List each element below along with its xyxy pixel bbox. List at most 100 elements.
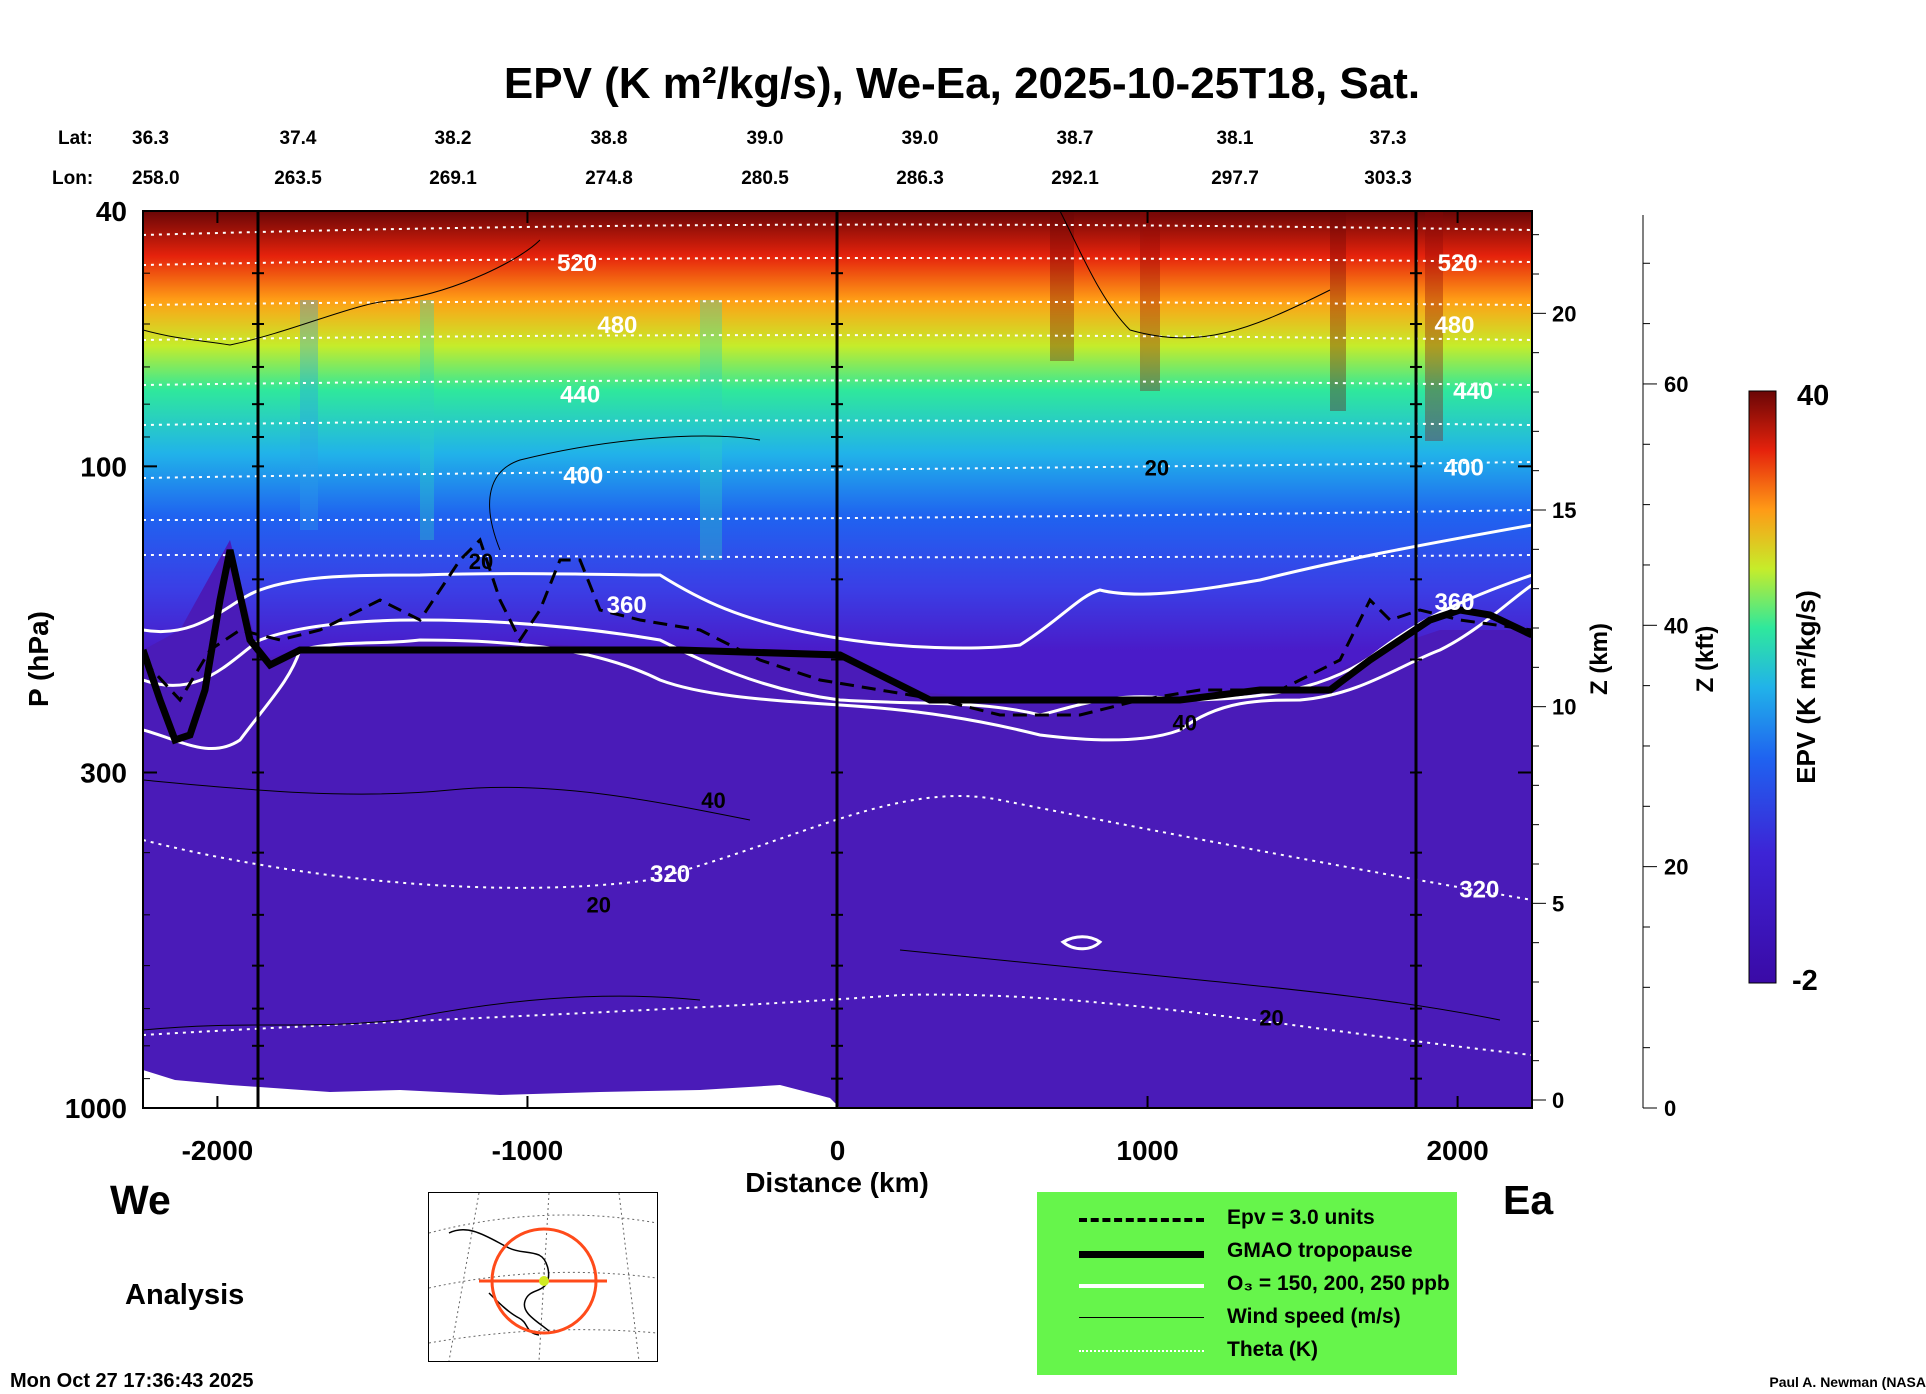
credit: Paul A. Newman (NASA: [1769, 1374, 1926, 1390]
center-marker: [539, 1276, 549, 1286]
theta-line: [143, 509, 1532, 521]
z-km-tick-label: 5: [1552, 891, 1564, 916]
lat-values: 36.3 37.4 38.2 38.8 39.0 39.0 38.7 38.1 37.3: [132, 128, 1406, 149]
z-km-label: Z (km): [1586, 623, 1613, 695]
z-km-tick-label: 0: [1552, 1088, 1564, 1113]
lon-value: 269.1: [429, 168, 477, 189]
tropopause-line-swatch: [1079, 1251, 1204, 1258]
theta-label: 360: [1434, 589, 1474, 616]
surface-mask: [143, 1070, 840, 1108]
theta-line: [143, 993, 1532, 1056]
epv-streaks: [300, 211, 1443, 560]
contour-labels: 520 480 440 400 360 320 520 480 440 400 360 320 20 20…: [469, 250, 1500, 1031]
y-axis: 1000 300 100 40: [65, 196, 1532, 1124]
epv-3-contour: [143, 537, 1532, 717]
lat-value: 38.1: [1217, 128, 1254, 149]
z-kft-tick-label: 20: [1664, 855, 1688, 880]
legend-box: Epv = 3.0 units GMAO tropopause O₃ = 150, …: [1037, 1192, 1457, 1375]
lon-value: 258.0: [132, 168, 180, 189]
colorbar-min: -2: [1792, 965, 1818, 997]
theta-label: 360: [607, 592, 647, 619]
z-kft-tick-label: 40: [1664, 613, 1688, 638]
theta-label: 480: [1434, 312, 1474, 339]
wind-line: [143, 779, 751, 821]
theta-label: 520: [557, 250, 597, 277]
theta-label: 440: [560, 382, 600, 409]
lon-value: 303.3: [1364, 168, 1412, 189]
z-kft-axis: 0 20 40 60: [1642, 215, 1688, 1121]
theta-line: [143, 379, 1532, 386]
theta-contours: [143, 223, 1532, 1056]
wind-line: [489, 435, 761, 551]
theta-line: [143, 300, 1532, 306]
lon-value: 280.5: [741, 168, 789, 189]
analysis-label: Analysis: [125, 1279, 244, 1311]
west-label: We: [110, 1177, 171, 1223]
wind-label: 20: [469, 549, 493, 574]
lat-value: 38.8: [591, 128, 628, 149]
theta-line: [143, 795, 1532, 901]
theta-line: [143, 461, 1532, 479]
ozone-line-swatch: [1079, 1284, 1204, 1288]
x-tick-label: 2000: [1426, 1135, 1488, 1166]
ozone-line-label: O₃ = 150, 200, 250 ppb: [1227, 1272, 1450, 1295]
tropopause-line-label: GMAO tropopause: [1227, 1239, 1413, 1262]
theta-label: 400: [563, 463, 603, 490]
z-km-tick-label: 10: [1552, 695, 1576, 720]
theta-label: 480: [597, 312, 637, 339]
theta-line: [143, 223, 1532, 236]
colorbar-label: EPV (K m²/kg/s): [1791, 590, 1821, 784]
theta-label: 440: [1453, 378, 1493, 405]
lat-value: 38.7: [1057, 128, 1094, 149]
theta-label: 400: [1444, 454, 1484, 481]
lat-value: 39.0: [902, 128, 939, 149]
lat-value: 37.4: [280, 128, 317, 149]
wind-line-label: Wind speed (m/s): [1227, 1305, 1401, 1328]
wind-line: [143, 995, 701, 1031]
x-tick-label: 0: [830, 1135, 846, 1166]
z-km-axis: 0 5 10 15 20: [1531, 215, 1576, 1113]
lon-value: 297.7: [1211, 168, 1259, 189]
theta-line: [143, 334, 1532, 341]
theta-line: [143, 257, 1532, 266]
colorbar-max: 40: [1797, 380, 1829, 412]
lat-value: 37.3: [1370, 128, 1407, 149]
z-kft-tick-label: 60: [1664, 372, 1688, 397]
legend-item-wind-line: Wind speed (m/s): [1037, 1303, 1457, 1333]
z-kft-label: Z (kft): [1692, 626, 1719, 693]
z-km-tick-label: 20: [1552, 301, 1576, 326]
theta-line: [143, 419, 1532, 426]
inset-map: [428, 1192, 658, 1362]
legend-item-epv-line: Epv = 3.0 units: [1037, 1204, 1457, 1234]
y-tick-label: 1000: [65, 1093, 127, 1124]
theta-line-label: Theta (K): [1227, 1338, 1318, 1361]
x-axis-label: Distance (km): [745, 1167, 929, 1198]
x-tick-label: -1000: [492, 1135, 564, 1166]
lon-label: Lon:: [52, 168, 93, 189]
theta-line-swatch: [1079, 1350, 1204, 1352]
gmao-tropopause: [143, 549, 1532, 745]
x-tick-label: -2000: [182, 1135, 254, 1166]
x-axis: -2000 -1000 0 1000 2000: [182, 211, 1489, 1166]
legend-item-ozone-line: O₃ = 150, 200, 250 ppb: [1037, 1270, 1457, 1300]
wind-label: 20: [1145, 455, 1169, 480]
small-ozone-loop: [1060, 935, 1103, 951]
epv-line-swatch: [1079, 1218, 1204, 1222]
lon-values: 258.0 263.5 269.1 274.8 280.5 286.3 292.1 297.7…: [132, 168, 1412, 189]
wind-contours: [143, 211, 1501, 1031]
wind-line-swatch: [1079, 1317, 1204, 1318]
wind-label: 20: [1259, 1005, 1283, 1030]
epv-line-label: Epv = 3.0 units: [1227, 1206, 1375, 1229]
wind-label: 40: [1173, 711, 1197, 736]
wind-line: [143, 239, 541, 346]
lat-label: Lat:: [58, 128, 93, 149]
east-label: Ea: [1503, 1177, 1554, 1223]
chart-title: EPV (K m²/kg/s), We-Ea, 2025-10-25T18, S…: [504, 59, 1420, 108]
legend-item-tropopause-line: GMAO tropopause: [1037, 1237, 1457, 1267]
wind-label: 40: [701, 788, 725, 813]
lon-value: 274.8: [585, 168, 633, 189]
theta-label: 320: [1459, 877, 1499, 904]
wind-line: [1059, 211, 1331, 339]
wind-line: [899, 949, 1501, 1021]
